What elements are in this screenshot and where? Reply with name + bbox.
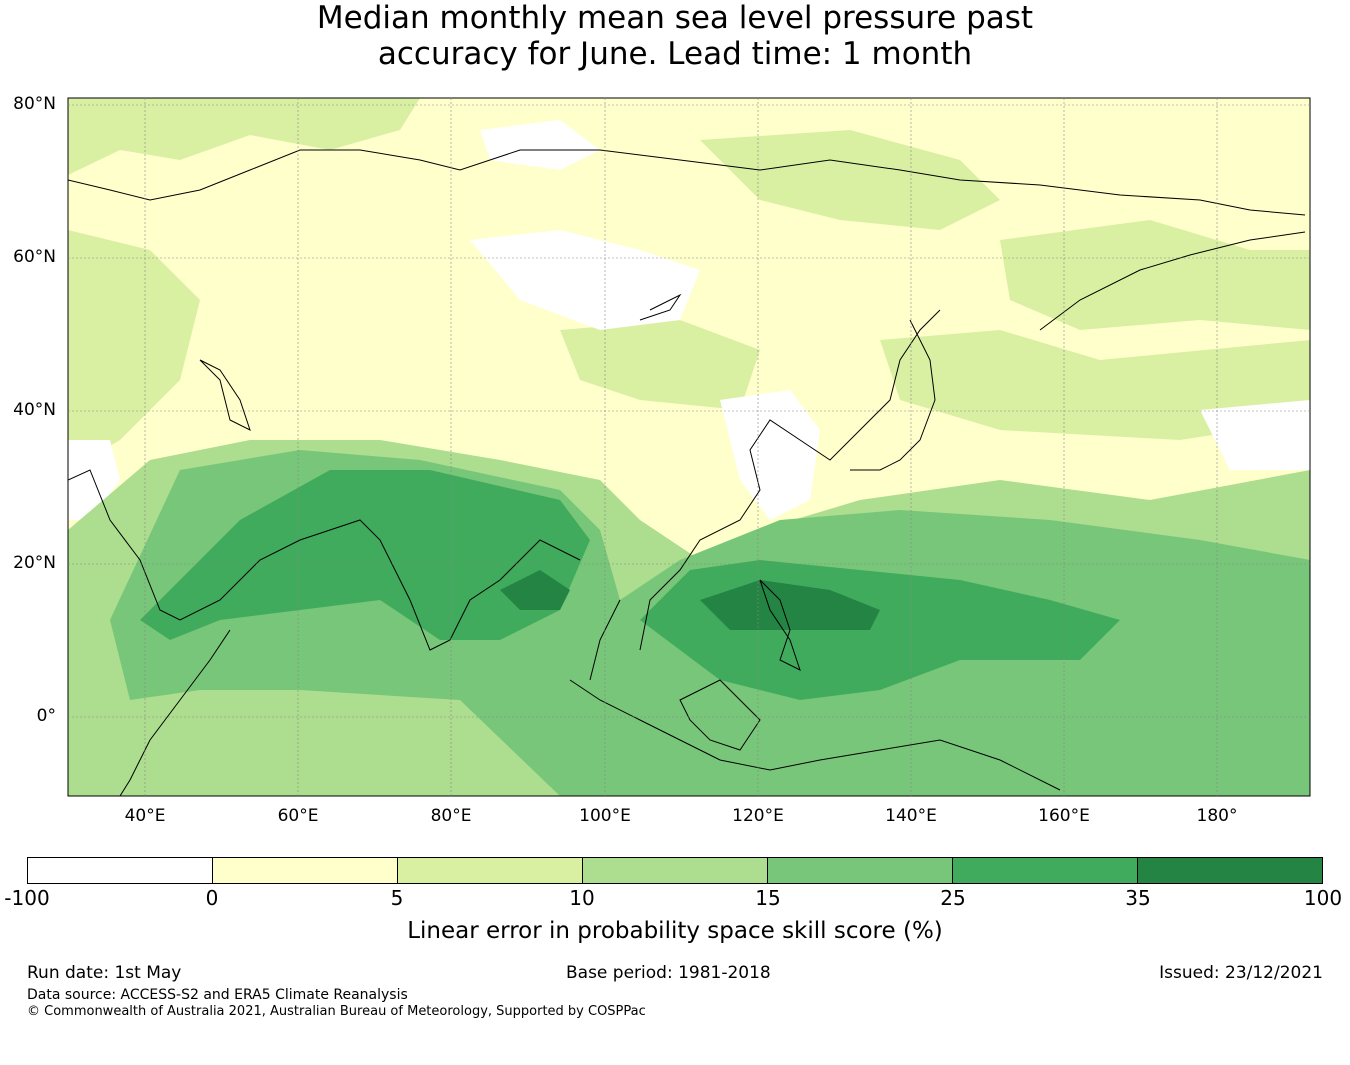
- lon-label-40e: 40°E: [124, 806, 166, 826]
- copyright: © Commonwealth of Australia 2021, Austra…: [27, 1004, 646, 1019]
- colorbar-tick: 25: [940, 886, 966, 910]
- base-period: Base period: 1981-2018: [566, 963, 771, 983]
- colorbar-segment: [1138, 858, 1322, 883]
- lat-label-80n: 80°N: [13, 94, 56, 114]
- title-line-1: Median monthly mean sea level pressure p…: [316, 0, 1034, 36]
- colorbar-tick: 0: [205, 886, 219, 910]
- colorbar-segment: [398, 858, 583, 883]
- field-35-100-a: [700, 580, 880, 630]
- colorbar-tick: 5: [390, 886, 404, 910]
- colorbar-tick: 35: [1125, 886, 1151, 910]
- field-25-35: [140, 470, 590, 640]
- field-5-10-central: [560, 320, 760, 410]
- lat-label-60n: 60°N: [13, 247, 56, 267]
- field-white-b: [480, 120, 600, 170]
- title-line-2: accuracy for June. Lead time: 1 month: [377, 36, 973, 72]
- field-5-10-north-a: [68, 98, 420, 175]
- colorbar-segment: [28, 858, 213, 883]
- colorbar: [27, 857, 1323, 884]
- lon-label-160e: 160°E: [1038, 806, 1090, 826]
- run-date: Run date: 1st May: [27, 963, 182, 983]
- lon-label-60e: 60°E: [277, 806, 319, 826]
- data-source: Data source: ACCESS-S2 and ERA5 Climate …: [27, 987, 408, 1003]
- colorbar-tick: -100: [4, 886, 50, 910]
- colorbar-segment: [768, 858, 953, 883]
- field-white-d: [1200, 400, 1310, 470]
- coastlines: [68, 149, 1306, 796]
- map-field: [68, 98, 1310, 796]
- field-5-10-west: [68, 230, 200, 470]
- colorbar-segment: [583, 858, 768, 883]
- field-white-a: [470, 230, 700, 330]
- colorbar-label: Linear error in probability space skill …: [407, 918, 943, 944]
- colorbar-segment: [213, 858, 398, 883]
- colorbar-segment: [953, 858, 1138, 883]
- field-35-100-b: [500, 570, 570, 610]
- colorbar-tick: 15: [755, 886, 781, 910]
- lat-label-20n: 20°N: [13, 553, 56, 573]
- lon-label-100e: 100°E: [579, 806, 631, 826]
- chart-title: Median monthly mean sea level pressure p…: [0, 0, 1350, 72]
- map-frame: [67, 97, 1311, 797]
- colorbar-tick: 10: [569, 886, 595, 910]
- lon-label-120e: 120°E: [732, 806, 784, 826]
- colorbar-tick: 100: [1303, 886, 1343, 910]
- field-white-c: [720, 390, 820, 520]
- issued-date: Issued: 23/12/2021: [1159, 963, 1323, 983]
- field-5-10-north-b: [700, 130, 1000, 230]
- lat-label-0: 0°: [36, 706, 56, 726]
- lon-label-80e: 80°E: [430, 806, 472, 826]
- lon-label-180: 180°: [1196, 806, 1238, 826]
- lat-label-40n: 40°N: [13, 400, 56, 420]
- gridlines: [68, 98, 1310, 796]
- lon-label-140e: 140°E: [885, 806, 937, 826]
